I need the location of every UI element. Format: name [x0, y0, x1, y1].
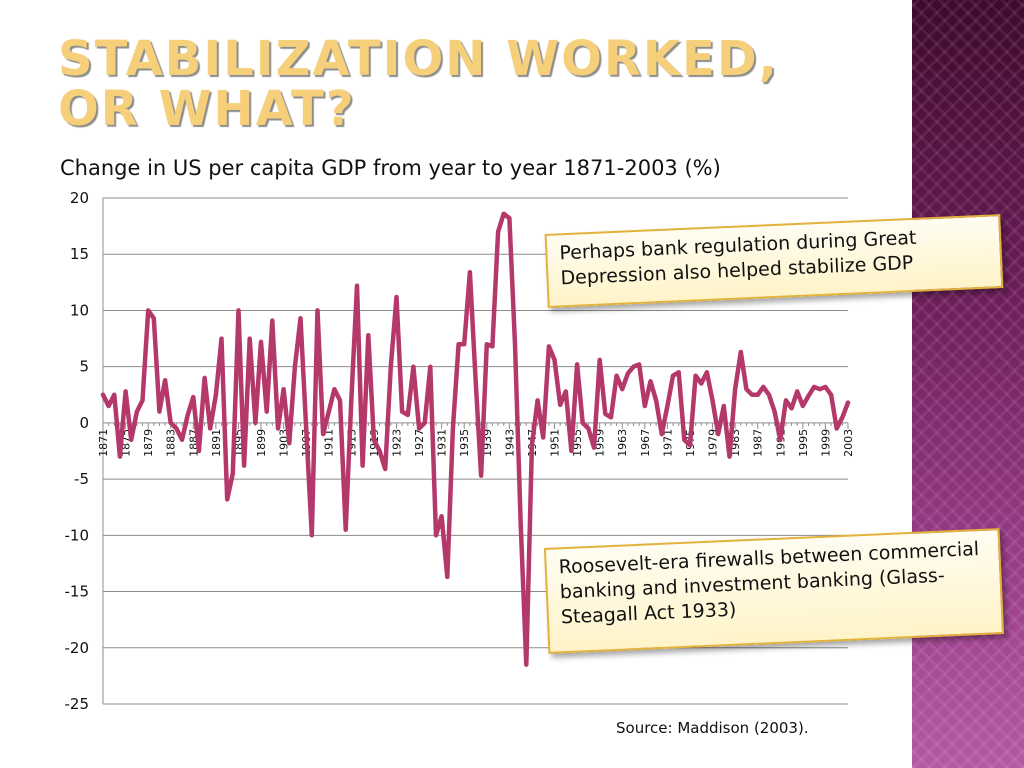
y-tick-label: 5 — [79, 358, 89, 376]
x-tick-label: 1911 — [323, 429, 336, 457]
y-tick-label: -25 — [65, 695, 90, 713]
x-tick-label: 1871 — [97, 429, 110, 457]
x-tick-label: 1927 — [413, 429, 426, 457]
y-tick-label: -10 — [65, 526, 90, 544]
callout-glass-steagall: Roosevelt-era firewalls between commerci… — [543, 528, 1005, 654]
x-tick-label: 1979 — [707, 429, 720, 457]
y-tick-label: -20 — [65, 639, 90, 657]
y-tick-label: 0 — [79, 414, 89, 432]
source-note: Source: Maddison (2003). — [616, 719, 809, 737]
x-tick-label: 1963 — [616, 429, 629, 457]
plot-area — [100, 211, 851, 667]
y-tick-label: 10 — [70, 301, 89, 319]
chart-title: Change in US per capita GDP from year to… — [60, 156, 721, 180]
decorative-side-band — [912, 0, 1024, 768]
x-axis: 1871 1875 1879 1883 1887 1891 1895 1899 1903 1907… — [97, 422, 855, 457]
x-tick-label: 1899 — [255, 429, 268, 457]
y-tick-label: -5 — [74, 470, 89, 488]
x-tick-label: 1931 — [436, 429, 449, 457]
x-tick-label: 1935 — [458, 429, 471, 457]
x-tick-label: 1971 — [661, 429, 674, 457]
x-tick-label: 1995 — [797, 429, 810, 457]
x-tick-label: 1923 — [390, 429, 403, 457]
slide-title: Stabilization worked, or what? — [58, 31, 779, 137]
series-line-0 — [100, 211, 851, 667]
x-tick-label: 1951 — [549, 429, 562, 457]
x-tick-label: 1999 — [819, 429, 832, 457]
y-axis: 20 15 10 5 0 -5 -10 -15 -20 -25 — [65, 189, 104, 713]
x-tick-label: 1883 — [165, 429, 178, 457]
x-tick-label: 1879 — [142, 429, 155, 457]
x-tick-label: 1943 — [503, 429, 516, 457]
x-tick-label: 1987 — [752, 429, 765, 457]
x-tick-label: 1891 — [210, 429, 223, 457]
x-tick-label: 2003 — [842, 429, 855, 457]
x-tick-label: 1967 — [639, 429, 652, 457]
y-tick-label: -15 — [65, 583, 90, 601]
y-tick-label: 20 — [70, 189, 89, 207]
y-tick-label: 15 — [70, 245, 89, 263]
